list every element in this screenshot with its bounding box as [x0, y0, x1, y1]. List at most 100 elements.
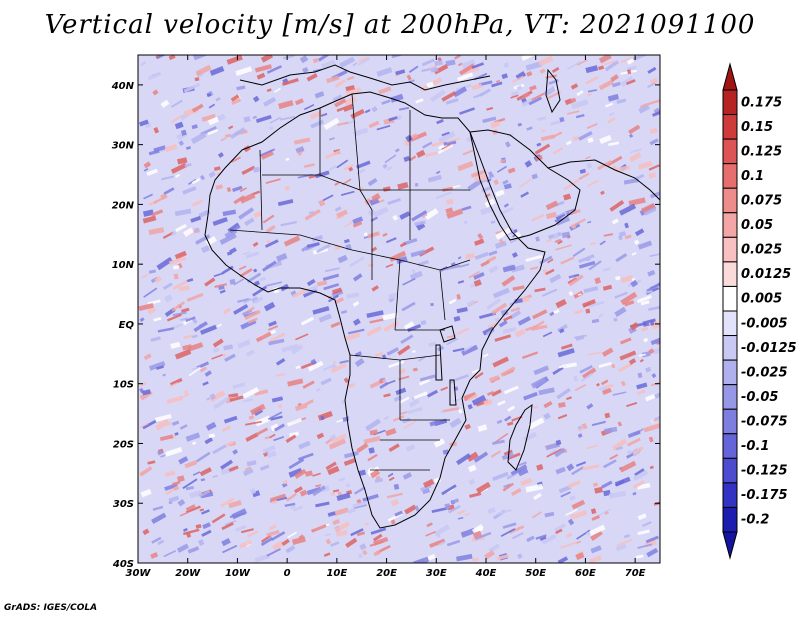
field-speckle [366, 325, 382, 337]
field-speckle [353, 504, 367, 510]
field-speckle [251, 296, 259, 304]
field-speckle [252, 115, 257, 119]
field-speckle [394, 148, 400, 153]
field-speckle [631, 251, 637, 256]
field-speckle [413, 556, 430, 563]
field-speckle [219, 289, 226, 294]
field-speckle [611, 81, 621, 88]
field-speckle [569, 97, 577, 104]
field-speckle [603, 60, 617, 66]
field-speckle [163, 187, 175, 195]
plot-frame [137, 54, 661, 564]
field-speckle [453, 315, 461, 322]
field-speckle [589, 524, 606, 536]
field-speckle [312, 68, 322, 73]
field-speckle [304, 163, 315, 168]
field-speckle [302, 67, 309, 74]
field-speckle [254, 415, 271, 427]
field-speckle [587, 351, 602, 356]
field-speckle [185, 505, 201, 514]
field-speckle [147, 460, 156, 465]
field-speckle [457, 62, 463, 67]
field-speckle [142, 389, 151, 396]
colorbar-swatch [722, 506, 738, 533]
field-speckle [376, 124, 391, 131]
field-speckle [555, 298, 567, 309]
field-speckle [270, 493, 286, 502]
field-speckle [545, 268, 555, 276]
lon-tick-label: 70E [625, 568, 646, 579]
field-speckle [590, 530, 603, 541]
field-speckle [382, 186, 391, 192]
field-speckle [142, 528, 150, 536]
field-speckle [329, 433, 337, 441]
field-speckle [139, 466, 153, 477]
field-speckle [526, 535, 535, 543]
field-speckle [248, 306, 255, 313]
field-speckle [566, 463, 575, 472]
field-speckle [557, 240, 563, 245]
field-speckle [468, 478, 476, 486]
field-speckle [499, 238, 505, 245]
field-speckle [223, 415, 238, 424]
field-speckle [430, 68, 439, 73]
field-speckle [659, 136, 660, 145]
field-speckle [446, 488, 454, 494]
field-speckle [517, 467, 529, 477]
field-speckle [615, 253, 628, 263]
field-speckle [442, 407, 459, 413]
field-speckle [185, 486, 194, 491]
colorbar-label: 0.15 [741, 120, 773, 135]
field-speckle [471, 62, 485, 69]
field-speckle [249, 488, 257, 495]
field-speckle [148, 360, 166, 371]
field-speckle [264, 436, 270, 440]
field-speckle [529, 85, 537, 91]
field-speckle [474, 371, 484, 380]
colorbar-swatch [722, 89, 738, 116]
field-speckle [229, 224, 241, 234]
field-speckle [531, 511, 542, 519]
field-speckle [368, 447, 375, 454]
field-speckle [254, 389, 269, 397]
field-speckle [356, 160, 371, 169]
field-speckle [637, 160, 653, 170]
field-speckle [623, 534, 631, 539]
field-speckle [157, 539, 165, 546]
field-speckle [336, 159, 349, 169]
field-speckle [456, 294, 461, 300]
field-speckle [636, 389, 646, 396]
field-speckle [472, 530, 482, 539]
field-speckle [139, 317, 145, 323]
field-speckle [186, 278, 194, 283]
field-speckle [228, 465, 239, 472]
field-speckle [388, 292, 399, 300]
field-speckle [220, 137, 227, 142]
field-speckle [366, 310, 384, 319]
field-speckle [570, 218, 586, 229]
field-speckle [493, 179, 500, 186]
field-speckle [555, 528, 563, 535]
field-speckle [413, 391, 428, 400]
field-speckle [195, 451, 211, 463]
field-speckle [610, 74, 619, 82]
field-speckle [557, 348, 575, 358]
field-speckle [318, 199, 326, 207]
field-speckle [285, 492, 297, 502]
field-speckle [502, 179, 509, 185]
field-speckle [311, 234, 324, 242]
field-speckle [358, 553, 363, 559]
field-speckle [390, 93, 404, 103]
field-speckle [323, 552, 331, 557]
field-speckle [471, 394, 487, 406]
field-speckle [492, 439, 505, 446]
field-speckle [212, 474, 219, 478]
field-speckle [343, 106, 353, 112]
field-speckle [516, 84, 523, 91]
field-speckle [632, 491, 637, 496]
field-speckle [405, 134, 413, 143]
field-speckle [333, 507, 349, 516]
field-speckle [223, 344, 234, 351]
field-speckle [591, 515, 601, 521]
field-speckle [364, 109, 371, 114]
